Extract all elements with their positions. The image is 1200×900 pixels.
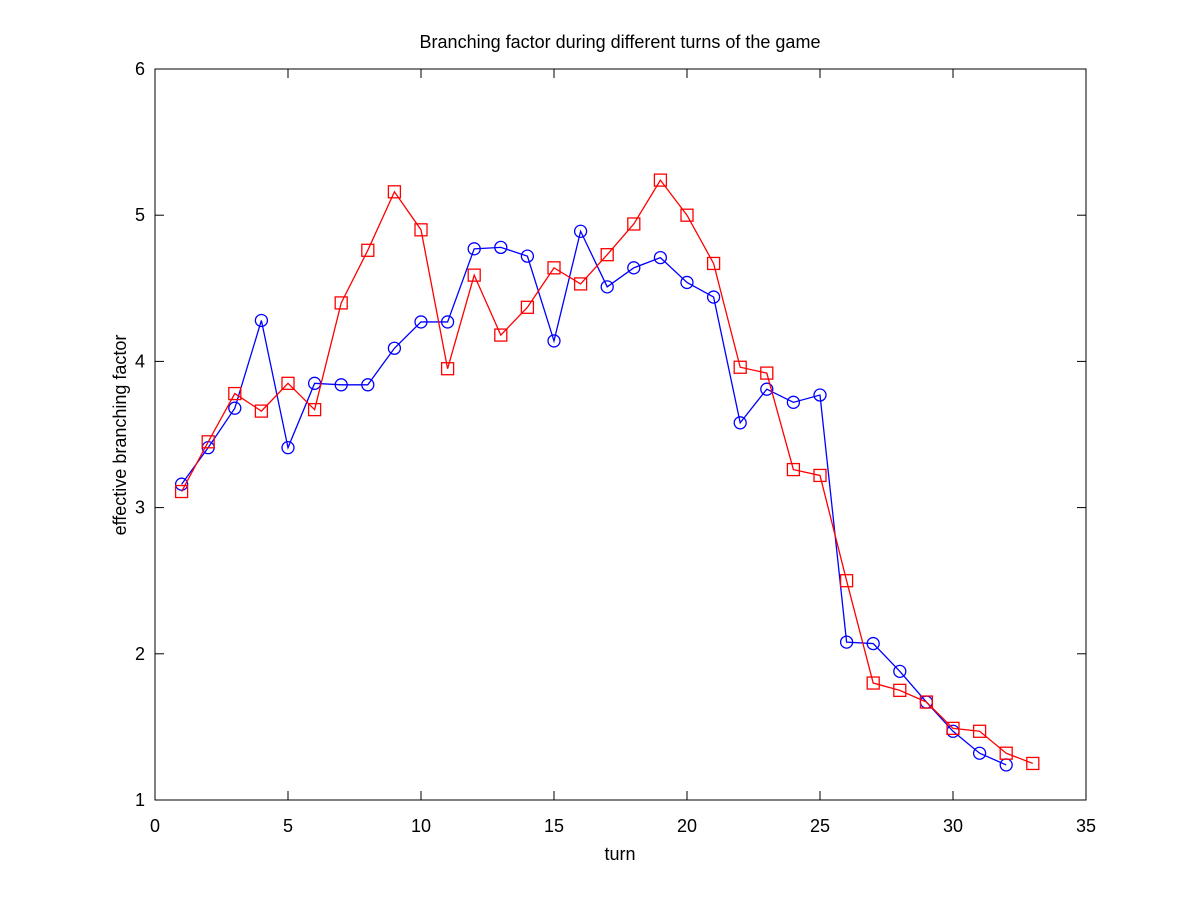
series-1-point [361, 378, 375, 392]
series-2-point [547, 261, 561, 275]
x-tick-label: 10 [411, 816, 431, 836]
series-2-point [813, 468, 827, 483]
series-2-point [414, 223, 428, 237]
x-tick-label: 25 [810, 816, 830, 836]
series-1 [174, 224, 1013, 772]
series-1-point [387, 341, 402, 355]
series-2-point [254, 404, 269, 418]
series-2-point [228, 386, 242, 401]
y-axis-label: effective branching factor [110, 335, 130, 536]
series-1-point [786, 395, 801, 409]
series-1-point [839, 635, 854, 649]
series-2-point [494, 328, 508, 342]
x-tick-label: 20 [677, 816, 697, 836]
series-2-point [786, 462, 801, 477]
y-tick-label: 2 [135, 644, 145, 664]
y-tick-label: 5 [135, 205, 145, 225]
x-tick-label: 5 [283, 816, 293, 836]
series-2-point [1026, 756, 1040, 771]
series-1-point [866, 636, 880, 651]
y-tick-label: 1 [135, 790, 145, 810]
series-2-point [573, 277, 588, 291]
series-2-point [201, 435, 215, 449]
series-1-point [813, 388, 827, 402]
series-1-point [999, 758, 1013, 772]
series-2-point [919, 695, 934, 709]
series-1-point [440, 315, 455, 329]
series-1-point [627, 261, 641, 275]
series-1-point [706, 290, 721, 304]
series-1-point [972, 746, 987, 760]
series-2-point [733, 360, 747, 374]
series-2-point [946, 721, 960, 736]
series-2-point [972, 724, 987, 738]
series-1-point [600, 280, 614, 294]
series-2-point [467, 268, 481, 282]
series-2-point [893, 683, 907, 697]
series-1-point [733, 416, 747, 430]
series-2-point [174, 484, 189, 499]
plot-frame [154, 68, 1087, 801]
series-2-point [999, 746, 1013, 760]
y-tick-label: 3 [135, 498, 145, 518]
series-2-point [680, 208, 694, 222]
series-1-point [254, 313, 269, 328]
series-1-point [547, 334, 561, 348]
series-1-point [573, 224, 588, 238]
series-1-point [494, 240, 508, 255]
series-layer [174, 173, 1040, 772]
series-2-point [627, 217, 641, 231]
series-1-point [680, 275, 694, 290]
series-2-point [760, 366, 774, 380]
series-1-point [520, 249, 535, 263]
x-tick-label: 15 [544, 816, 564, 836]
series-1-line [181, 229, 1007, 766]
series-2-point [281, 376, 295, 390]
series-2-point [520, 300, 535, 314]
axis-ticks: 0 5 10 15 20 25 30 35 1 2 3 4 5 6 [135, 59, 1096, 836]
series-2-point [866, 676, 880, 690]
chart-title: Branching factor during different turns … [420, 32, 821, 52]
series-2-point [387, 185, 402, 199]
y-tick-label: 6 [135, 59, 145, 79]
series-2-point [334, 296, 348, 310]
series-1-point [414, 315, 428, 329]
series-1-point [334, 378, 348, 392]
series-1-point [467, 242, 481, 256]
series-2-point [706, 256, 721, 271]
series-2-point [361, 243, 375, 257]
series-1-point [893, 664, 907, 678]
series-2-point [600, 248, 614, 262]
series-2 [174, 173, 1040, 771]
x-tick-label: 35 [1076, 816, 1096, 836]
series-2-point [440, 362, 455, 376]
series-2-point [307, 402, 322, 417]
x-tick-label: 0 [150, 816, 160, 836]
series-1-point [228, 401, 242, 415]
series-1-point [653, 250, 668, 265]
x-tick-label: 30 [943, 816, 963, 836]
series-1-point [760, 382, 774, 396]
series-2-line [181, 178, 1034, 765]
series-2-point [839, 574, 854, 588]
series-2-point [653, 173, 668, 187]
x-axis-label: turn [604, 844, 635, 864]
series-1-point [281, 441, 295, 455]
y-tick-label: 4 [135, 351, 145, 371]
